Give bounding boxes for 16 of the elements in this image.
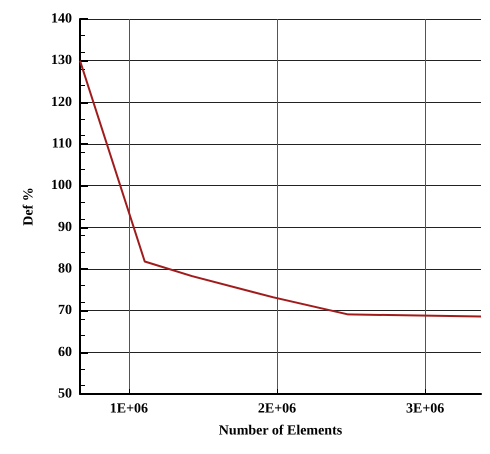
x-tick-label: 1E+06 xyxy=(110,402,148,416)
y-tick-label: 50 xyxy=(58,386,72,402)
x-tick-label: 2E+06 xyxy=(258,402,296,416)
y-tick-label: 130 xyxy=(51,53,72,68)
y-tick-label: 90 xyxy=(58,220,72,235)
x-tick-label: 3E+06 xyxy=(406,402,444,416)
y-tick-label: 100 xyxy=(51,178,72,194)
y-tick-label: 70 xyxy=(58,303,72,318)
y-axis-title: Def % xyxy=(22,187,36,226)
y-tick-label: 140 xyxy=(51,12,72,26)
y-tick-label: 80 xyxy=(58,262,72,276)
y-tick-label: 110 xyxy=(52,136,72,152)
y-tick-label: 60 xyxy=(58,344,72,360)
line-series xyxy=(79,60,482,318)
x-axis-title: Number of Elements xyxy=(218,424,343,438)
y-tick-label: 120 xyxy=(51,94,72,110)
